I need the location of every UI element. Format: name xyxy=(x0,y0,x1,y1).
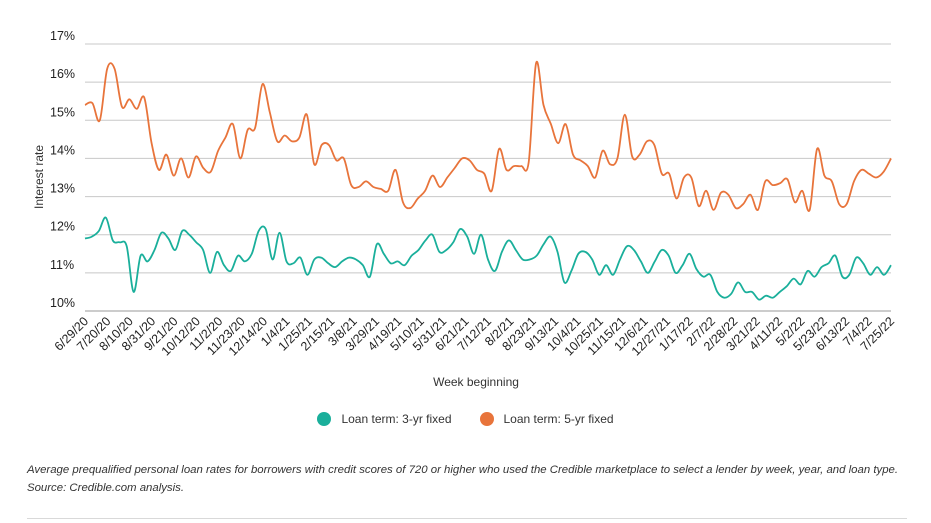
legend-marker-3yr xyxy=(317,412,332,426)
series-line-5yr xyxy=(84,60,892,213)
legend-label-5yr: Loan term: 5-yr fixed xyxy=(503,412,614,426)
legend-item-3yr: Loan term: 3-yr fixed xyxy=(317,412,452,426)
y-tick-label: 12% xyxy=(50,220,75,234)
chart-caption: Average prequalified personal loan rates… xyxy=(27,464,899,494)
y-axis-ticks: 10% 11% 12% 13% 14% 15% 16% 17% xyxy=(50,29,75,310)
y-axis-title: Interest rate xyxy=(32,145,46,209)
y-tick-label: 15% xyxy=(50,105,75,119)
legend-item-5yr: Loan term: 5-yr fixed xyxy=(479,412,614,426)
y-tick-label: 13% xyxy=(50,182,75,196)
series-layer xyxy=(84,60,892,301)
legend-marker-5yr xyxy=(479,412,494,426)
series-line-3yr xyxy=(84,216,892,301)
x-axis-ticks: 6/29/207/20/208/10/208/31/209/21/2010/12… xyxy=(52,314,897,358)
line-chart: 10% 11% 12% 13% 14% 15% 16% 17% 6/29/207/20/208… xyxy=(32,29,897,389)
y-tick-label: 16% xyxy=(50,67,75,81)
gridlines xyxy=(85,43,891,312)
y-tick-label: 17% xyxy=(50,29,75,43)
x-axis-title: Week beginning xyxy=(433,375,519,389)
y-tick-label: 10% xyxy=(50,296,75,310)
footer-divider xyxy=(27,518,907,519)
y-tick-label: 14% xyxy=(50,143,75,157)
y-tick-label: 11% xyxy=(50,258,74,272)
legend-label-3yr: Loan term: 3-yr fixed xyxy=(341,412,452,426)
legend: Loan term: 3-yr fixed Loan term: 5-yr fi… xyxy=(0,412,931,426)
